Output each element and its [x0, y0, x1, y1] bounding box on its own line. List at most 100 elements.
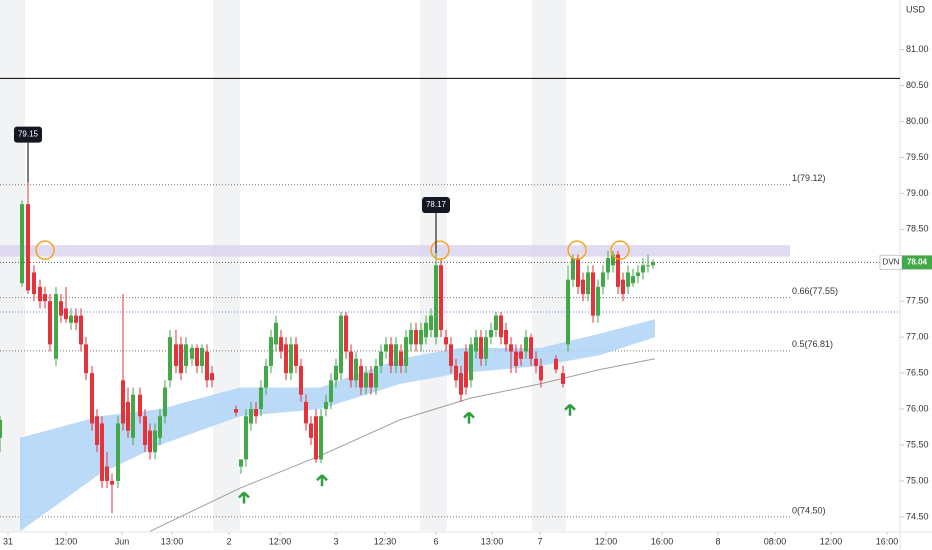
candle-body	[299, 365, 303, 395]
moving-average	[149, 358, 656, 532]
candle-body	[631, 276, 635, 284]
candle-body	[59, 301, 63, 316]
candle-body	[601, 272, 605, 287]
candle-body	[274, 322, 278, 345]
candle-body	[596, 286, 600, 316]
candle-body	[26, 204, 30, 291]
x-tick-label: 16:00	[651, 536, 674, 546]
y-tick-label: 80.50	[906, 80, 929, 90]
candle-body	[571, 258, 575, 280]
x-tick-label: 2	[226, 536, 231, 546]
y-tick-label: 79.50	[906, 152, 929, 162]
candle-body	[239, 459, 243, 467]
candle-body	[32, 272, 36, 295]
candle-body	[195, 347, 199, 366]
y-tick-label: 75.00	[906, 475, 929, 485]
candle-body	[259, 387, 263, 410]
x-tick-label: 12:00	[55, 536, 78, 546]
candle-body	[369, 373, 373, 388]
candle-body	[148, 430, 152, 453]
candle-body	[641, 265, 645, 273]
candle-body	[484, 337, 488, 359]
candle-body	[636, 272, 640, 277]
high-label: 78.17	[426, 200, 447, 209]
y-tick-label: 81.00	[906, 44, 929, 54]
candle-body	[469, 344, 473, 381]
candle-body	[334, 365, 338, 381]
candle-body	[474, 337, 478, 352]
buy-arrow	[316, 474, 328, 487]
candle-body	[419, 329, 423, 345]
candle-body	[269, 337, 273, 366]
y-tick-label: 80.00	[906, 116, 929, 126]
candle-body	[184, 344, 188, 366]
price-value: 78.04	[907, 258, 928, 267]
x-tick-label: 12:00	[820, 536, 843, 546]
candle-body	[314, 416, 318, 460]
candle-body	[459, 373, 463, 395]
candle-body	[110, 480, 114, 485]
candle-body	[349, 351, 353, 381]
candle-body	[105, 466, 109, 481]
candle-body	[95, 416, 99, 446]
candle-body	[621, 279, 625, 295]
candle-body	[205, 351, 209, 381]
candle-body	[64, 308, 68, 320]
candle-body	[389, 344, 393, 366]
high-label-box	[422, 197, 450, 214]
candle-body	[399, 351, 403, 366]
candle-body	[43, 294, 47, 302]
buy-arrow	[463, 411, 475, 424]
candle-body	[509, 344, 513, 352]
price-box	[902, 255, 932, 270]
candle-body	[179, 344, 183, 374]
candle-body	[158, 416, 162, 438]
y-tick-label: 77.00	[906, 332, 929, 342]
candle-body	[294, 344, 298, 366]
candle-body	[190, 347, 194, 359]
candle-body	[611, 254, 615, 266]
candle-body	[449, 344, 453, 366]
candle-body	[539, 365, 543, 381]
candle-body	[121, 380, 125, 424]
candle-body	[646, 265, 650, 267]
candle-body	[404, 337, 408, 366]
candle-body	[249, 409, 253, 424]
x-tick-label: 13:00	[161, 536, 184, 546]
candle-body	[339, 315, 343, 374]
resistance-zone	[0, 245, 790, 257]
high-label-box	[14, 126, 42, 143]
fib-label: 0.66(77.55)	[792, 286, 838, 296]
candle-body	[364, 373, 368, 388]
pivot-circle	[567, 240, 587, 260]
candle-body	[394, 344, 398, 366]
candle-body	[524, 337, 528, 352]
x-tick-label: 31	[3, 536, 13, 546]
candle-body	[434, 265, 438, 338]
candle-body	[626, 272, 630, 287]
x-tick-label: 08:00	[764, 536, 787, 546]
pivot-circle	[610, 240, 630, 260]
candle-body	[499, 315, 503, 338]
x-tick-label: 12:00	[269, 536, 292, 546]
candle-body	[131, 394, 135, 438]
candle-body	[38, 286, 42, 302]
candle-body	[279, 337, 283, 352]
candle-body	[54, 294, 58, 359]
pivot-circle	[430, 240, 450, 260]
candle-body	[200, 347, 204, 366]
candle-body	[504, 329, 508, 345]
candle-body	[494, 315, 498, 330]
candle-body	[344, 315, 348, 352]
session-shade	[532, 0, 566, 532]
candle-body	[489, 329, 493, 338]
candle-body	[79, 315, 83, 345]
candle-body	[414, 329, 418, 345]
y-tick-label: 77.50	[906, 296, 929, 306]
y-tick-label: 75.50	[906, 439, 929, 449]
candle-body	[359, 365, 363, 388]
y-tick-label: 74.50	[906, 511, 929, 521]
candle-body	[0, 419, 2, 438]
candle-body	[576, 258, 580, 287]
